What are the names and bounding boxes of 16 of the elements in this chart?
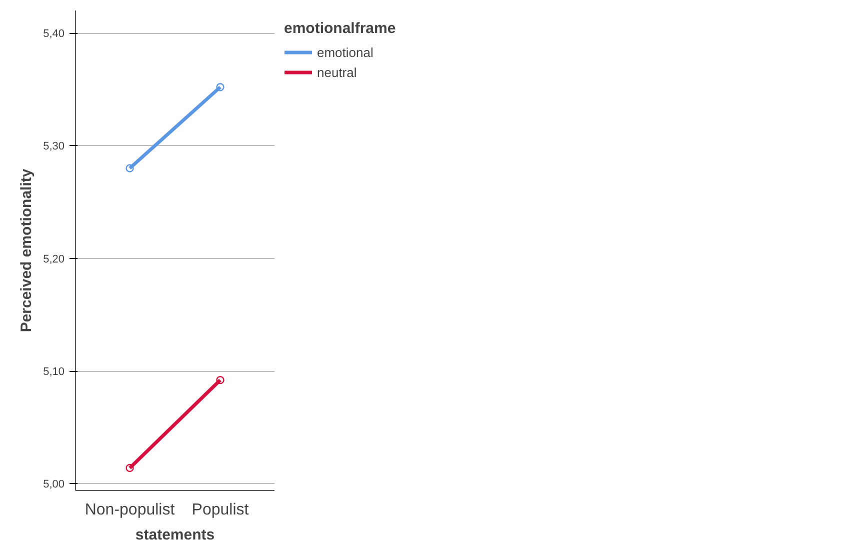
y-tick-label: 5,00	[43, 478, 65, 491]
x-axis-title: statements	[135, 526, 215, 544]
y-tick-label: 5,30	[43, 140, 65, 153]
legend-title: emotionalframe	[284, 20, 396, 37]
y-axis-title: Perceived emotionality	[18, 168, 36, 332]
x-tick-label: Non-populist	[84, 502, 176, 518]
legend-label: emotional	[317, 44, 374, 60]
point	[126, 164, 134, 172]
point	[216, 83, 224, 92]
y-tick-label: 5,40	[43, 28, 65, 40]
x-tick-label: Populist	[192, 502, 250, 518]
y-tick-label: 5,10	[43, 366, 65, 378]
legend-label: neutral	[317, 64, 357, 80]
point	[216, 376, 224, 384]
y-tick-label: 5,20	[43, 253, 65, 266]
point	[126, 464, 134, 472]
